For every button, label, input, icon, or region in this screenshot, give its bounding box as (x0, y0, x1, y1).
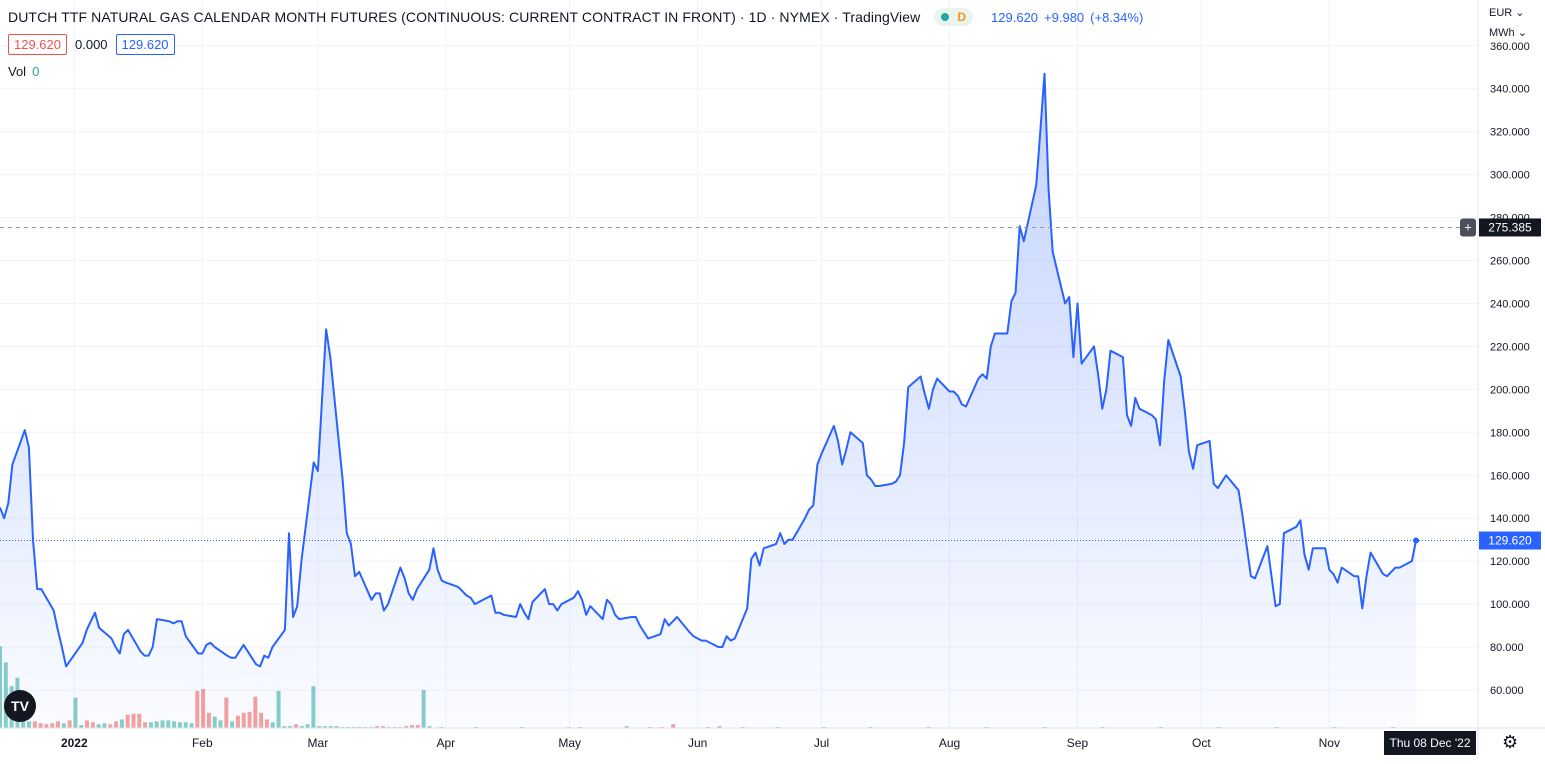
price-area (0, 72, 1417, 728)
x-tick-label: Jun (688, 736, 707, 750)
y-tick-label: 120.000 (1490, 556, 1530, 568)
crosshair-price-tag (1479, 218, 1541, 237)
plus-icon: + (1464, 219, 1472, 234)
x-tick-label: Sep (1067, 736, 1089, 750)
y-tick-label: 140.000 (1490, 513, 1530, 525)
y-tick-label: 200.000 (1490, 384, 1530, 396)
x-tick-label: Nov (1319, 736, 1340, 750)
x-tick-label: Jul (814, 736, 829, 750)
x-tick-label: 2022 (61, 736, 88, 750)
chevron-down-icon: ⌄ (1517, 27, 1527, 39)
data-delay-badge: D (957, 10, 967, 24)
y-tick-label: 360.000 (1490, 41, 1530, 53)
unit-selector[interactable]: MWh ⌄ (1489, 26, 1527, 39)
y-tick-label: 300.000 (1490, 170, 1530, 182)
overlays: 129.620 + 275.385 Thu 08 Dec '22 (0, 218, 1541, 755)
y-tick-label: 180.000 (1490, 427, 1530, 439)
y-tick-label: 280.000 (1490, 213, 1530, 225)
price-area-fill (0, 73, 1416, 728)
volume-legend[interactable]: Vol 0 (8, 64, 39, 79)
chevron-down-icon: ⌄ (1515, 7, 1525, 19)
x-tick-label: May (558, 736, 581, 750)
x-tick-label: Aug (939, 736, 960, 750)
market-status[interactable]: D (934, 8, 974, 26)
price-change: 129.620 +9.980 (+8.34%) (991, 10, 1149, 25)
x-tick-label: Apr (437, 736, 456, 750)
crosshair-plus-button (1460, 218, 1476, 237)
y-tick-label: 160.000 (1490, 470, 1530, 482)
crosshair-price-label: 275.385 (1488, 220, 1532, 234)
unit-label: MWh (1489, 27, 1515, 39)
sell-price-button[interactable]: 129.620 (8, 34, 67, 55)
x-tick-label: Oct (1192, 736, 1211, 750)
y-tick-label: 240.000 (1490, 298, 1530, 310)
buy-price-button[interactable]: 129.620 (115, 34, 175, 55)
symbol-title[interactable]: DUTCH TTF NATURAL GAS CALENDAR MONTH FUT… (8, 9, 921, 25)
currency-label: EUR (1489, 7, 1513, 19)
date-badge-bg (1384, 731, 1476, 755)
volume-value: 0 (32, 64, 40, 79)
y-tick-label: 100.000 (1490, 599, 1530, 611)
gear-icon[interactable]: ⚙ (1502, 732, 1519, 752)
y-tick-label: 220.000 (1490, 341, 1530, 353)
last-price-tag (1479, 531, 1541, 550)
currency-selector[interactable]: EUR ⌄ (1489, 6, 1525, 19)
last-price-dot (1413, 537, 1419, 544)
y-tick-label: 340.000 (1490, 84, 1530, 96)
volume-label: Vol (8, 64, 27, 79)
tradingview-logo-icon[interactable]: TV (4, 690, 36, 722)
date-badge: Thu 08 Dec '22 (1389, 736, 1470, 750)
x-tick-label: Mar (308, 736, 329, 750)
last-price-value: 129.620 (991, 9, 1039, 25)
x-tick-label: Feb (192, 736, 213, 750)
price-line (0, 72, 1417, 668)
change-percent: (+8.34%) (1090, 9, 1144, 25)
spread-value: 0.000 (75, 37, 108, 52)
chart-legend: DUTCH TTF NATURAL GAS CALENDAR MONTH FUT… (8, 8, 1149, 26)
y-tick-label: 320.000 (1490, 127, 1530, 139)
last-price-label: 129.620 (1488, 533, 1532, 547)
y-tick-label: 60.000 (1490, 685, 1524, 697)
y-tick-label: 260.000 (1490, 256, 1530, 268)
change-value: +9.980 (1044, 9, 1085, 25)
market-open-icon (941, 13, 950, 21)
bid-ask-row: 129.620 0.000 129.620 (8, 34, 175, 55)
y-tick-label: 80.000 (1490, 642, 1524, 654)
